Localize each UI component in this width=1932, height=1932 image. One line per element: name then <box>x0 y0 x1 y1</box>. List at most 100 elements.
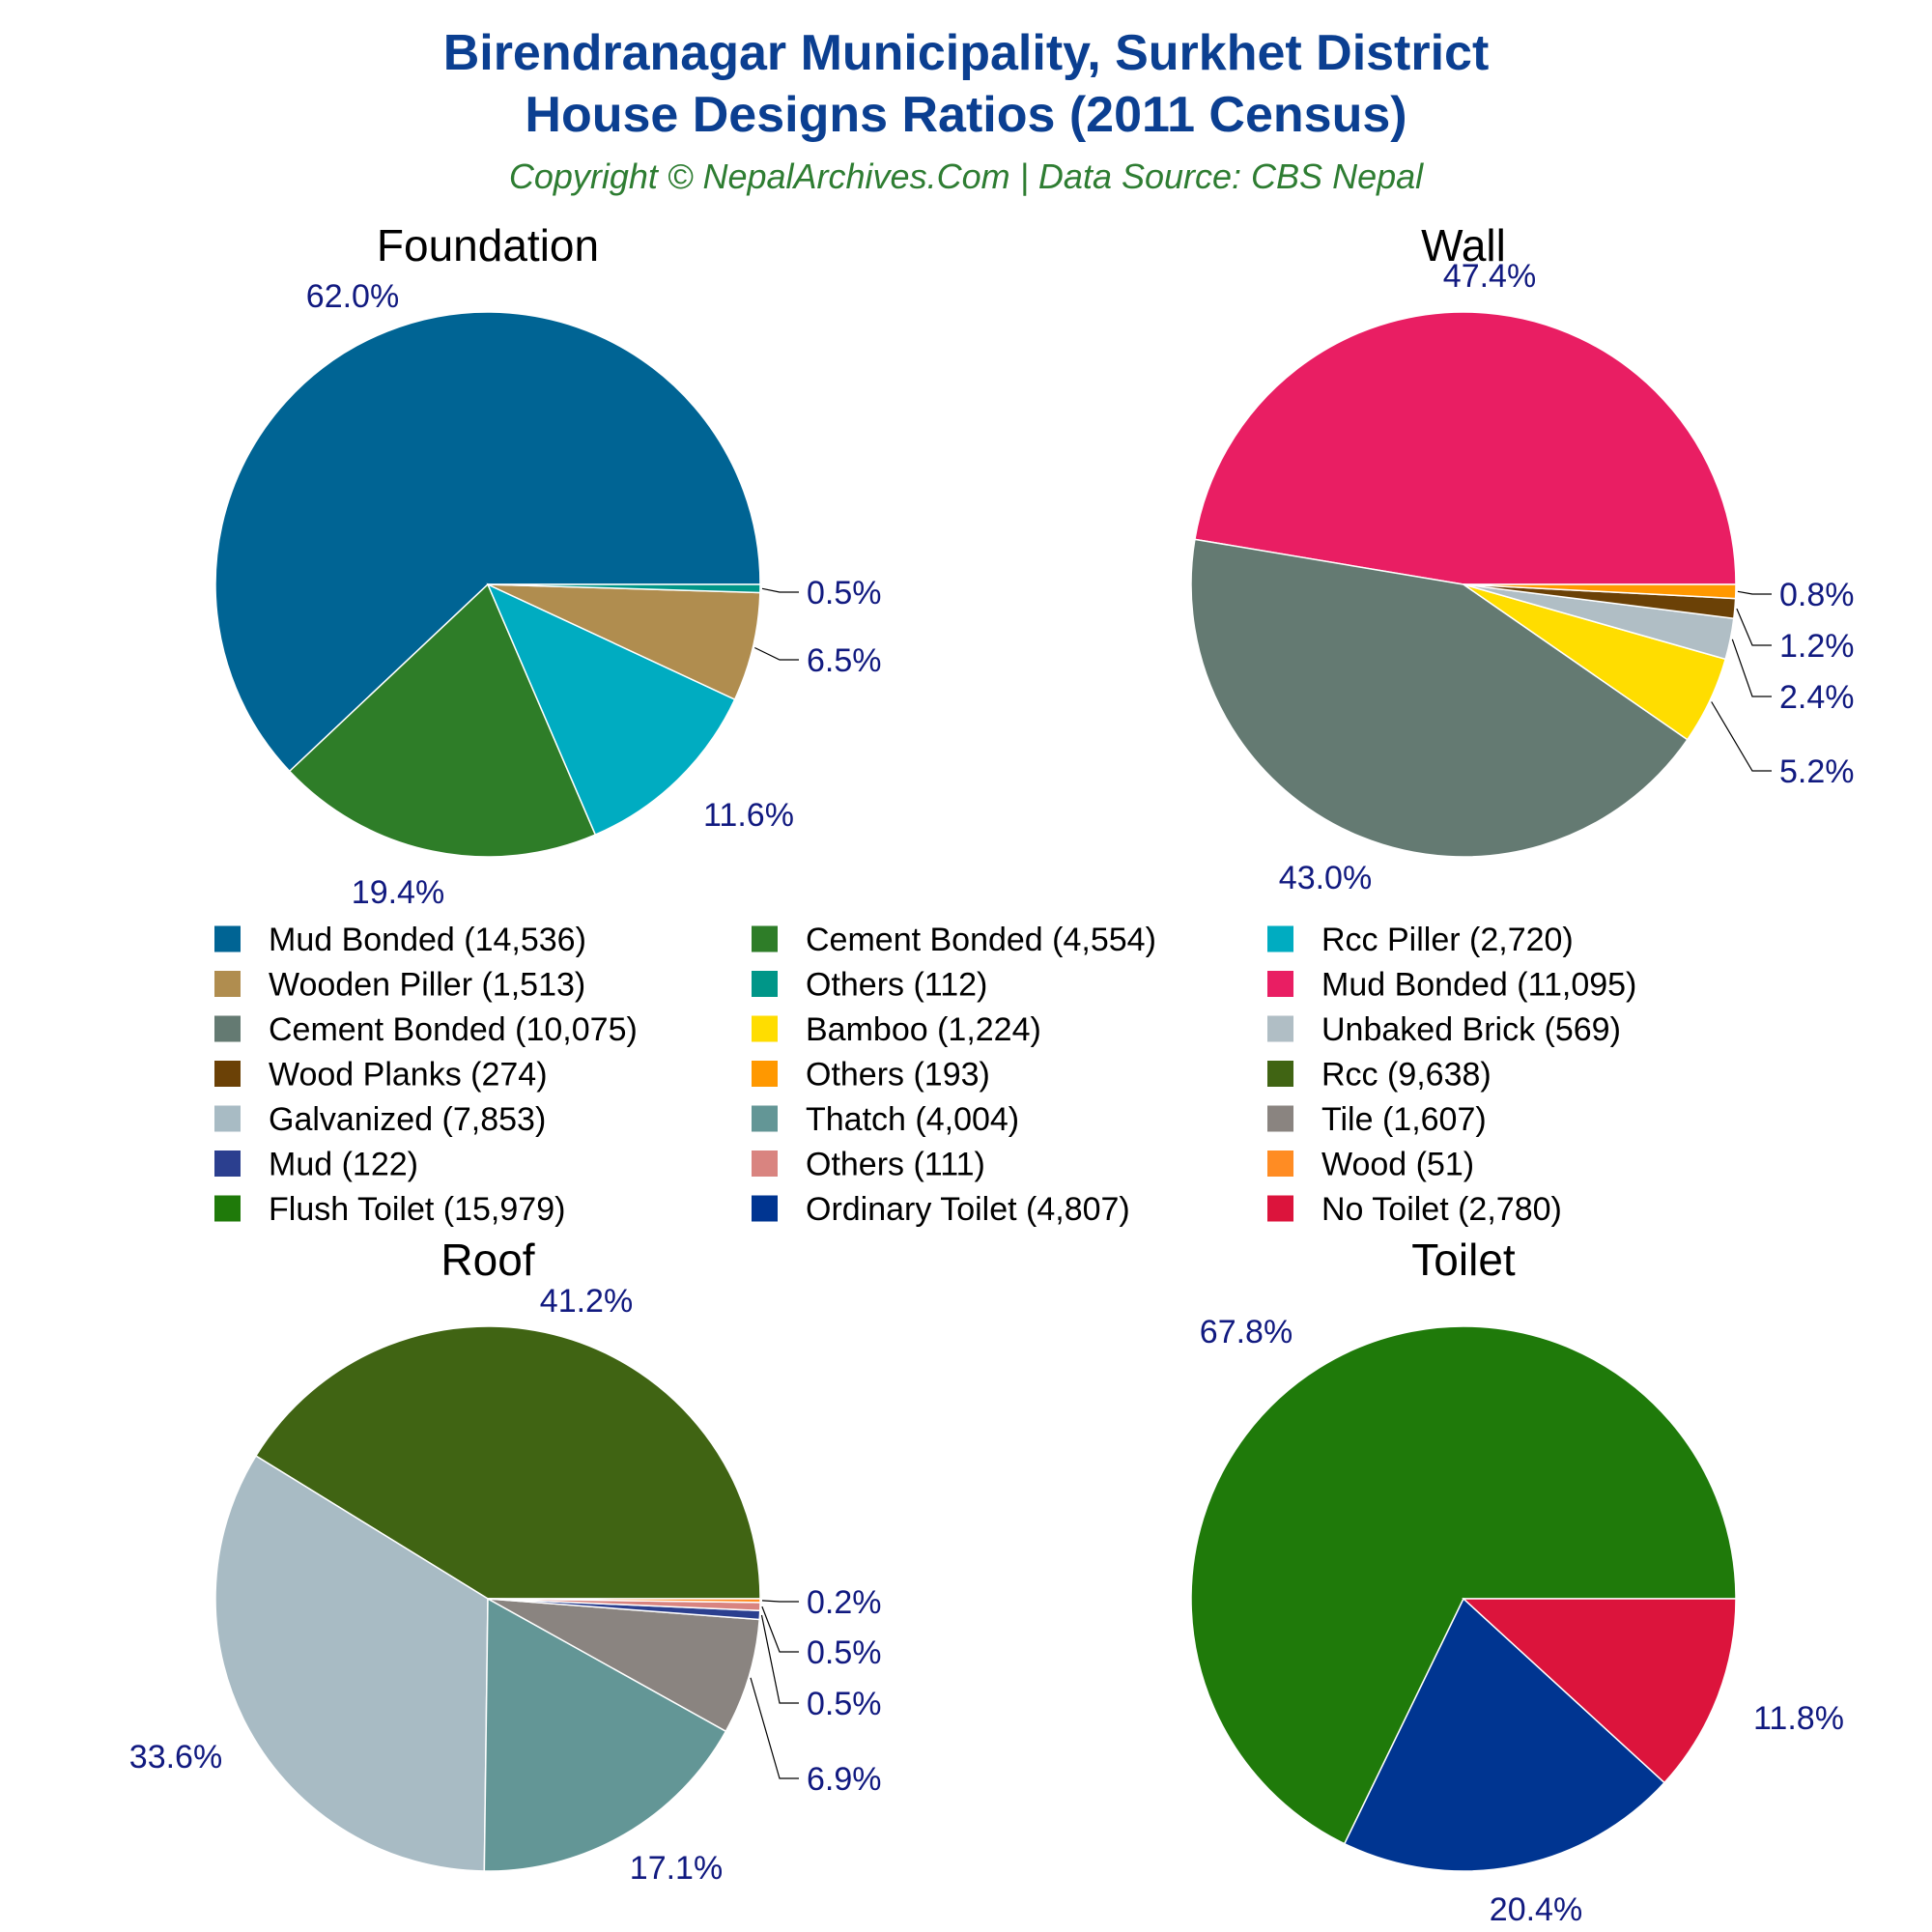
leader-line-roof-mud <box>760 1614 799 1704</box>
legend-swatch <box>752 1195 778 1222</box>
legend-label: No Toilet (2,780) <box>1321 1191 1562 1228</box>
pie-title-foundation: Foundation <box>377 220 599 270</box>
pie-slice-wall-cement-bonded <box>1190 538 1689 858</box>
leader-line-wall-wood-planks <box>1736 608 1772 646</box>
leader-line-roof-wood <box>761 1600 799 1603</box>
legend-label: Mud (122) <box>269 1147 418 1183</box>
pie-slice-toilet-ordinary-toilet <box>1343 1597 1666 1872</box>
legend-item: Others (193) <box>752 1057 990 1094</box>
legend-item: Flush Toilet (15,979) <box>214 1191 565 1228</box>
data-label-wall-wood-planks: 1.2% <box>1779 628 1855 665</box>
leader-line-roof-others <box>761 1605 799 1653</box>
legend-swatch <box>214 971 241 997</box>
legend-item: Others (111) <box>752 1147 985 1183</box>
pie-slice-foundation-mud-bonded <box>214 311 761 773</box>
pie-slice-foundation-others <box>487 583 761 594</box>
legend-label: Mud Bonded (11,095) <box>1321 967 1636 1004</box>
legend-item: Cement Bonded (4,554) <box>752 922 1156 958</box>
pie-foundation: Foundation 62.0% 19.4% 11.6% 6.5% 0.5% <box>214 220 882 911</box>
legend-item: Galvanized (7,853) <box>214 1101 546 1138</box>
legend-swatch <box>752 1105 778 1132</box>
legend-swatch <box>1267 1195 1293 1222</box>
chart-title-line-1: Birendranagar Municipality, Surkhet Dist… <box>443 25 1490 81</box>
legend-swatch <box>1267 1015 1293 1042</box>
legend-label: Wooden Piller (1,513) <box>269 967 585 1004</box>
legend-label: Mud Bonded (14,536) <box>269 922 586 958</box>
pie-slice-toilet-no-toilet <box>1462 1598 1737 1784</box>
legend-label: Thatch (4,004) <box>806 1101 1019 1138</box>
pie-slice-roof-rcc <box>254 1325 761 1600</box>
legend-label: Rcc Piller (2,720) <box>1321 922 1574 958</box>
data-label-roof-galvanized: 33.6% <box>129 1739 222 1776</box>
legend-swatch <box>752 971 778 997</box>
legend-item: Wood Planks (274) <box>214 1057 548 1094</box>
legend-item: Others (112) <box>752 967 987 1004</box>
legend-item: Mud Bonded (11,095) <box>1267 967 1636 1004</box>
legend-swatch <box>214 1015 241 1042</box>
leader-line-foundation-wooden-piller <box>754 646 799 661</box>
legend-swatch <box>1267 925 1293 952</box>
legend-swatch <box>752 925 778 952</box>
pie-title-roof: Roof <box>440 1235 534 1285</box>
legend-item: Rcc (9,638) <box>1267 1057 1492 1094</box>
pie-slice-roof-thatch <box>483 1597 727 1872</box>
legend-item: Wooden Piller (1,513) <box>214 967 585 1004</box>
data-label-toilet-flush-toilet: 67.8% <box>1200 1314 1293 1350</box>
data-label-wall-mud-bonded: 47.4% <box>1443 258 1536 295</box>
legend-swatch <box>214 1151 241 1177</box>
pie-slice-foundation-rcc-piller <box>486 582 736 837</box>
legend-item: Cement Bonded (10,075) <box>214 1011 638 1048</box>
legend-item: Unbaked Brick (569) <box>1267 1011 1621 1048</box>
data-label-roof-mud: 0.5% <box>807 1686 882 1722</box>
legend-label: Flush Toilet (15,979) <box>269 1191 565 1228</box>
legend-label: Cement Bonded (4,554) <box>806 922 1156 958</box>
data-label-toilet-ordinary-toilet: 20.4% <box>1490 1891 1582 1928</box>
pie-slice-roof-tile <box>487 1598 760 1733</box>
data-label-wall-cement-bonded: 43.0% <box>1279 860 1372 896</box>
pie-title-toilet: Toilet <box>1411 1235 1516 1285</box>
data-label-foundation-others: 0.5% <box>807 575 882 611</box>
legend-label: Tile (1,607) <box>1321 1101 1487 1138</box>
pie-slice-roof-wood <box>487 1598 761 1604</box>
legend-item: Ordinary Toilet (4,807) <box>752 1191 1130 1228</box>
data-label-roof-tile: 6.9% <box>807 1761 882 1798</box>
legend-item: Thatch (4,004) <box>752 1101 1019 1138</box>
legend-item: Mud Bonded (14,536) <box>214 922 586 958</box>
data-label-foundation-mud-bonded: 62.0% <box>306 278 399 315</box>
legend-label: Others (111) <box>806 1147 985 1183</box>
legend-swatch <box>1267 1151 1293 1177</box>
data-label-foundation-rcc-piller: 11.6% <box>703 797 794 834</box>
legend-swatch <box>1267 1061 1293 1087</box>
legend-label: Others (193) <box>806 1057 990 1094</box>
chart-subtitle: Copyright © NepalArchives.Com | Data Sou… <box>509 156 1424 196</box>
leader-line-wall-others <box>1737 590 1772 595</box>
legend-item: Bamboo (1,224) <box>752 1011 1041 1048</box>
data-label-wall-bamboo: 5.2% <box>1779 753 1855 790</box>
pie-slice-wall-mud-bonded <box>1194 311 1737 585</box>
chart-title-line-2: House Designs Ratios (2011 Census) <box>525 87 1406 143</box>
legend-swatch <box>214 1195 241 1222</box>
pie-charts: Foundation 62.0% 19.4% 11.6% 6.5% 0.5% Wall47.… <box>129 220 1855 1928</box>
leader-line-wall-bamboo <box>1711 701 1772 772</box>
legend-swatch <box>1267 971 1293 997</box>
pie-slice-foundation-wooden-piller <box>487 583 761 701</box>
legend-swatch <box>214 925 241 952</box>
legend-item: Tile (1,607) <box>1267 1101 1487 1138</box>
leader-line-roof-tile <box>750 1677 799 1779</box>
pie-slice-wall-others <box>1463 583 1737 600</box>
legend: Mud Bonded (14,536) Cement Bonded (4,554)… <box>214 922 1636 1228</box>
data-label-foundation-cement-bonded: 19.4% <box>352 874 444 911</box>
legend-label: Rcc (9,638) <box>1321 1057 1492 1094</box>
data-label-roof-wood: 0.2% <box>807 1584 882 1621</box>
legend-swatch <box>214 1105 241 1132</box>
legend-label: Cement Bonded (10,075) <box>269 1011 638 1048</box>
legend-swatch <box>214 1061 241 1087</box>
legend-item: Rcc Piller (2,720) <box>1267 922 1574 958</box>
pie-title-wall: Wall <box>1421 220 1506 270</box>
legend-label: Wood (51) <box>1321 1147 1474 1183</box>
legend-swatch <box>1267 1105 1293 1132</box>
data-label-foundation-wooden-piller: 6.5% <box>807 642 882 679</box>
